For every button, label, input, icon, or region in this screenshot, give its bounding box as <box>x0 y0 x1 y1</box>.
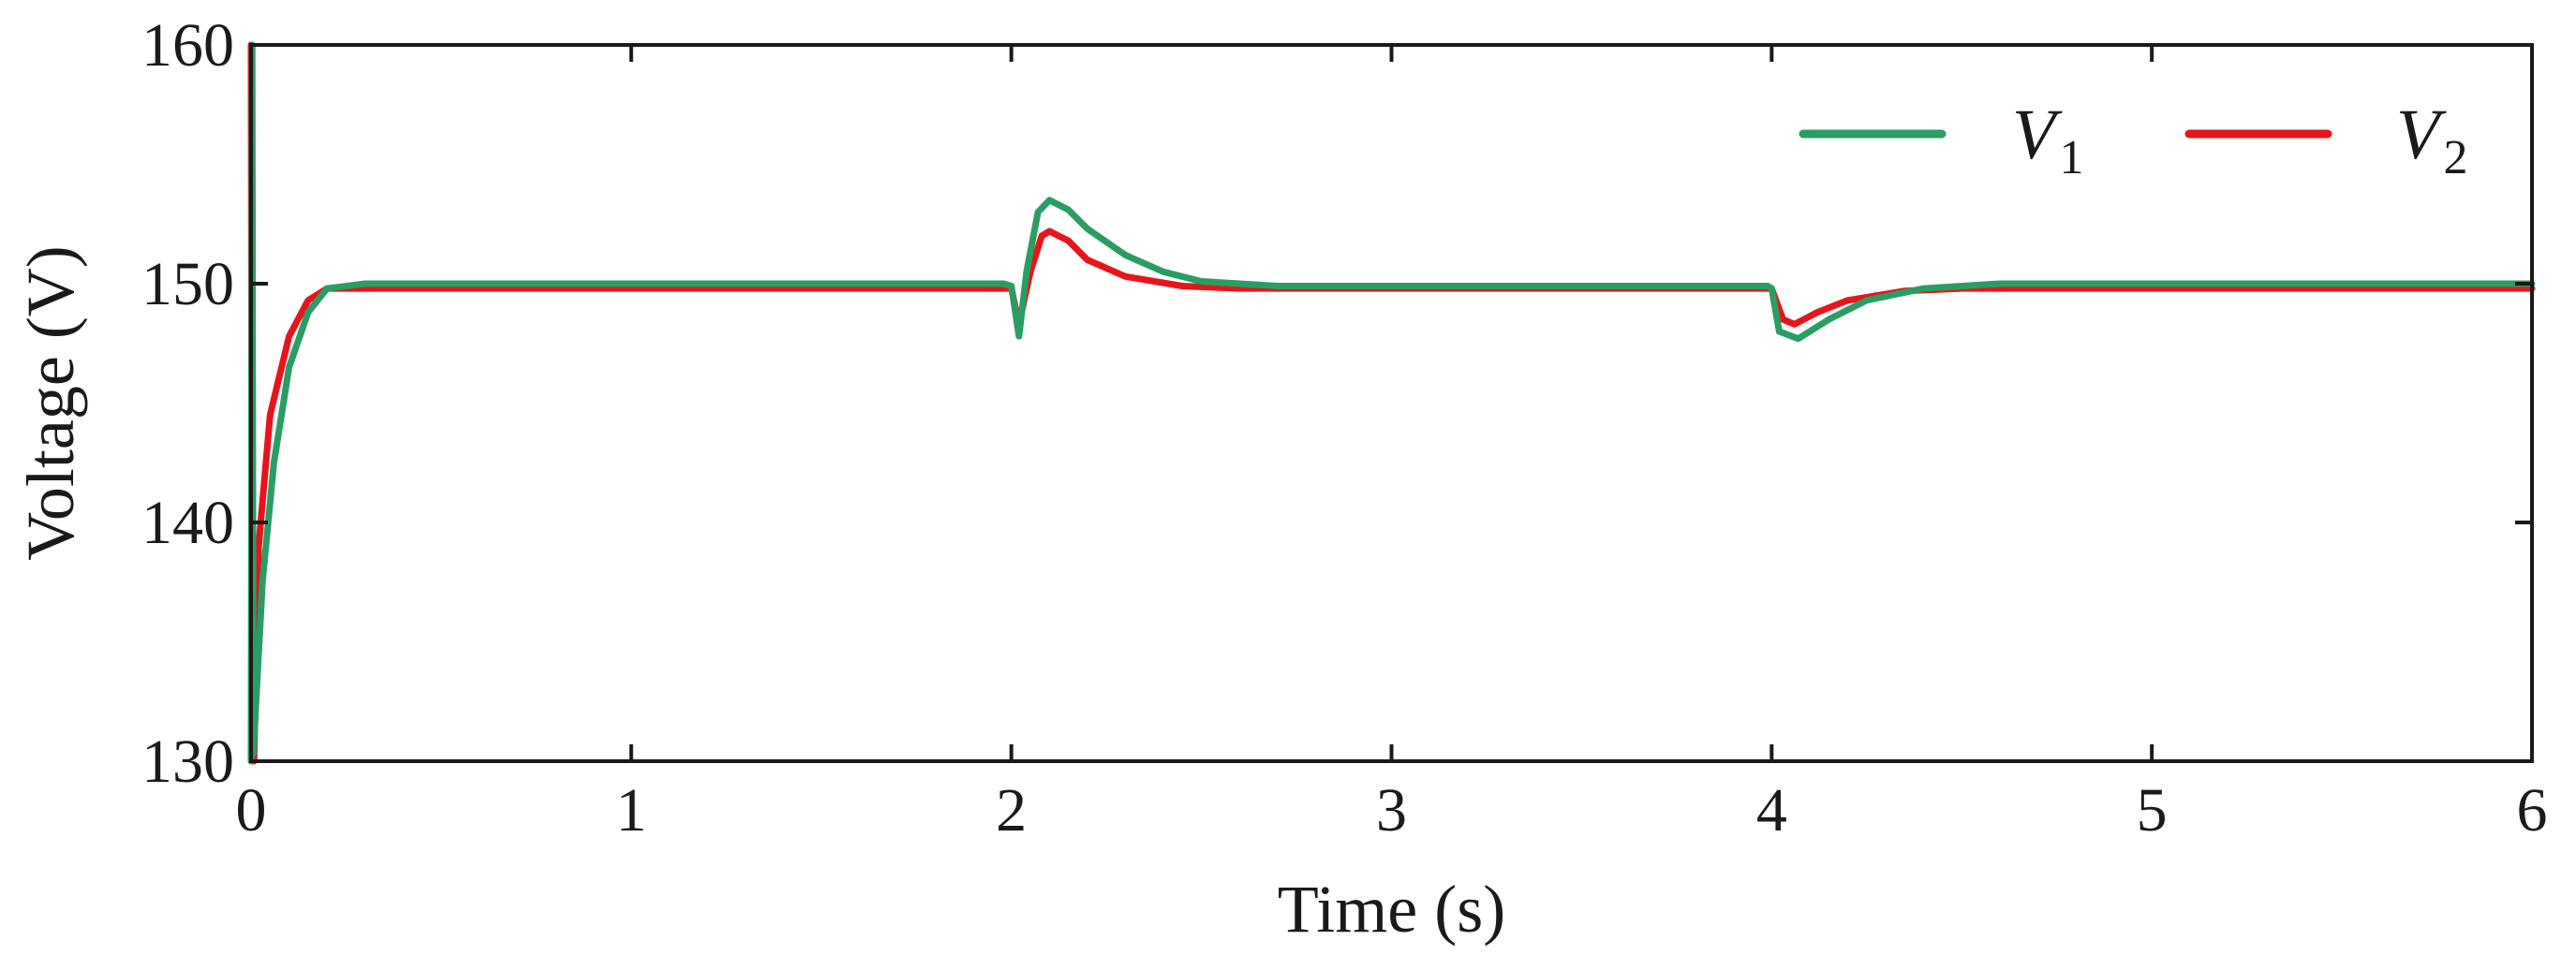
x-axis-title: Time (s) <box>1278 872 1505 947</box>
y-tick-label: 150 <box>141 250 234 318</box>
x-tick-label: 1 <box>615 776 646 845</box>
x-tick-label: 4 <box>1756 776 1787 845</box>
y-tick-label: 130 <box>141 728 234 796</box>
legend-label-main: V <box>2012 96 2063 174</box>
series-line-v2 <box>247 41 2536 765</box>
legend-entry-v2: V2 <box>2184 96 2467 184</box>
series-line-v1 <box>247 41 2536 765</box>
x-tick-label: 0 <box>236 776 267 845</box>
x-tick-label: 2 <box>996 776 1027 845</box>
legend-entry-v1: V1 <box>1799 96 2083 184</box>
legend-label-sub: 1 <box>2059 131 2083 184</box>
y-tick-label: 140 <box>141 489 234 557</box>
legend-label: V2 <box>2396 96 2467 184</box>
plot-frame <box>249 43 2534 763</box>
tick-labels-layer: 0 1 2 3 4 5 6 130 140 150 160 <box>141 11 2548 845</box>
y-axis-title: Voltage (V) <box>13 245 88 561</box>
x-tick-label: 5 <box>2137 776 2168 845</box>
series-lines-layer <box>247 41 2536 765</box>
x-tick-label: 6 <box>2517 776 2548 845</box>
ticks-layer <box>249 43 2534 763</box>
legend-label: V1 <box>2012 96 2083 184</box>
y-tick-label: 160 <box>141 11 234 80</box>
legend-label-main: V <box>2396 96 2447 174</box>
x-tick-label: 3 <box>1376 776 1407 845</box>
legend-label-sub: 2 <box>2443 131 2467 184</box>
legend: V1 V2 <box>1799 96 2467 184</box>
